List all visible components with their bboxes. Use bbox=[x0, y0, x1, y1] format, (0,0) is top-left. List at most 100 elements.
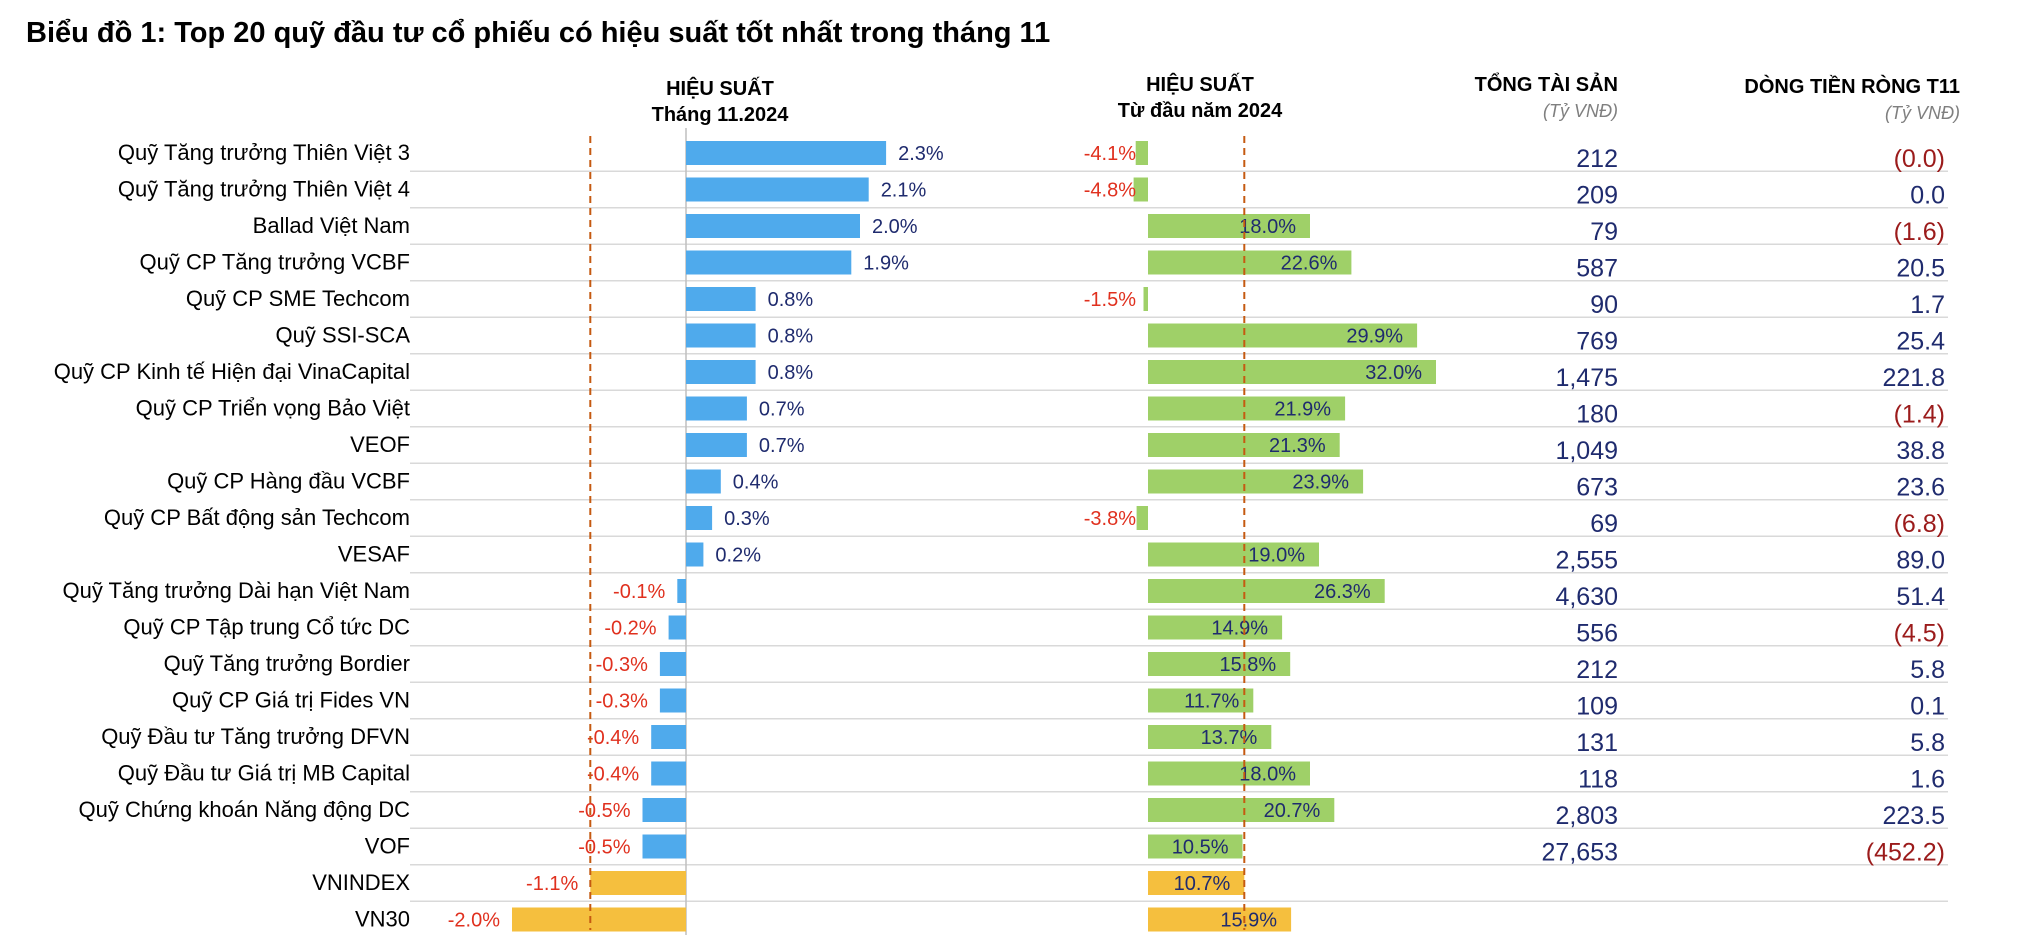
header-perf-ytd-line2: Từ đầu năm 2024 bbox=[1117, 100, 1283, 122]
category-label: Quỹ Đầu tư Giá trị MB Capital bbox=[118, 761, 410, 786]
ytd-bar bbox=[1148, 250, 1352, 275]
month-bar bbox=[686, 396, 747, 421]
month-data-label: -0.5% bbox=[578, 800, 630, 822]
total-assets-value: 131 bbox=[1576, 729, 1618, 757]
month-data-label: 1.9% bbox=[863, 253, 909, 275]
category-label: Quỹ CP Kinh tế Hiện đại VinaCapital bbox=[54, 359, 410, 384]
total-assets-value: 2,803 bbox=[1555, 802, 1618, 830]
category-label: Quỹ Tăng trưởng Thiên Việt 3 bbox=[118, 140, 410, 165]
net-flow-value: (452.2) bbox=[1866, 839, 1945, 867]
ytd-data-label: 32.0% bbox=[1365, 362, 1422, 384]
ytd-data-label: -4.1% bbox=[1084, 143, 1136, 165]
ytd-bar bbox=[1148, 323, 1418, 348]
category-label: VOF bbox=[365, 834, 410, 859]
month-data-label: -0.3% bbox=[596, 654, 648, 676]
total-assets-value: 79 bbox=[1590, 218, 1618, 246]
ytd-bar bbox=[1148, 396, 1346, 421]
month-bar bbox=[651, 725, 686, 749]
header-perf-ytd-line1: HIỆU SUẤT bbox=[1146, 74, 1254, 96]
ytd-bar bbox=[1135, 141, 1148, 165]
header-net-flow: DÒNG TIỀN RÒNG T11 (Tỷ VNĐ) bbox=[1640, 74, 1960, 126]
category-label: VESAF bbox=[338, 542, 410, 567]
net-flow-value: (1.4) bbox=[1894, 401, 1945, 429]
total-assets-value: 27,653 bbox=[1542, 839, 1618, 867]
ytd-data-label: 29.9% bbox=[1346, 326, 1403, 348]
chart-title: Biểu đồ 1: Top 20 quỹ đầu tư cổ phiếu có… bbox=[26, 17, 1051, 49]
month-bar bbox=[686, 469, 721, 494]
ytd-data-label: 10.7% bbox=[1174, 873, 1231, 895]
category-label: Quỹ Tăng trưởng Bordier bbox=[164, 651, 410, 676]
net-flow-value: 0.0 bbox=[1910, 182, 1945, 210]
ytd-data-label: 23.9% bbox=[1292, 472, 1349, 494]
month-bar bbox=[686, 250, 852, 275]
month-bar bbox=[642, 798, 686, 822]
ytd-data-label: 15.8% bbox=[1219, 654, 1276, 676]
net-flow-value: 5.8 bbox=[1910, 729, 1945, 757]
total-assets-value: 1,475 bbox=[1555, 364, 1618, 392]
header-total-assets: TỔNG TÀI SẢN (Tỷ VNĐ) bbox=[1400, 72, 1618, 124]
month-data-label: 0.7% bbox=[759, 435, 805, 457]
header-total-assets-line1: TỔNG TÀI SẢN bbox=[1474, 74, 1618, 96]
net-flow-value: 1.7 bbox=[1910, 291, 1945, 319]
ytd-bar bbox=[1136, 506, 1148, 530]
month-data-label: 2.3% bbox=[898, 143, 944, 165]
ytd-data-label: 15.9% bbox=[1220, 910, 1277, 932]
ytd-data-label: -3.8% bbox=[1084, 508, 1136, 530]
header-perf-month-line2: Tháng 11.2024 bbox=[651, 104, 789, 126]
ytd-bar bbox=[1148, 542, 1319, 567]
ytd-bar bbox=[1148, 652, 1291, 676]
net-flow-value: 20.5 bbox=[1896, 255, 1945, 283]
ytd-bar bbox=[1148, 469, 1364, 494]
month-bar bbox=[686, 287, 756, 311]
ytd-bar bbox=[1148, 798, 1335, 822]
ytd-data-label: 26.3% bbox=[1314, 581, 1371, 603]
month-bar bbox=[590, 871, 686, 895]
ytd-bar bbox=[1148, 761, 1310, 786]
month-bar bbox=[668, 615, 686, 640]
month-bar bbox=[659, 688, 686, 713]
month-bar bbox=[651, 761, 686, 786]
category-label: Quỹ Đầu tư Tăng trưởng DFVN bbox=[101, 724, 410, 749]
net-flow-value: 5.8 bbox=[1910, 656, 1945, 684]
header-perf-ytd: HIỆU SUẤT Từ đầu năm 2024 bbox=[1080, 72, 1320, 124]
total-assets-value: 4,630 bbox=[1555, 583, 1618, 611]
net-flow-value: 23.6 bbox=[1896, 474, 1945, 502]
month-data-label: -0.2% bbox=[604, 618, 656, 640]
ytd-data-label: 13.7% bbox=[1201, 727, 1258, 749]
month-bar bbox=[659, 652, 686, 676]
ytd-bar bbox=[1148, 907, 1292, 932]
month-data-label: 0.8% bbox=[768, 289, 814, 311]
month-bar bbox=[686, 542, 704, 567]
total-assets-value: 180 bbox=[1576, 401, 1618, 429]
ytd-bar bbox=[1143, 287, 1148, 311]
net-flow-value: 1.6 bbox=[1910, 766, 1945, 794]
month-data-label: 0.7% bbox=[759, 399, 805, 421]
month-bar bbox=[686, 177, 869, 202]
category-label: Quỹ Tăng trưởng Dài hạn Việt Nam bbox=[62, 578, 410, 603]
net-flow-value: (4.5) bbox=[1894, 620, 1945, 648]
total-assets-value: 212 bbox=[1576, 145, 1618, 173]
header-perf-month: HIỆU SUẤT Tháng 11.2024 bbox=[620, 76, 820, 128]
month-bar bbox=[686, 141, 887, 165]
category-label: Quỹ CP Triển vọng Bảo Việt bbox=[136, 396, 410, 421]
net-flow-value: (0.0) bbox=[1894, 145, 1945, 173]
net-flow-value: 38.8 bbox=[1896, 437, 1945, 465]
header-perf-month-line1: HIỆU SUẤT bbox=[666, 78, 774, 100]
total-assets-value: 673 bbox=[1576, 474, 1618, 502]
net-flow-value: 0.1 bbox=[1910, 693, 1945, 721]
ytd-bar bbox=[1133, 177, 1148, 202]
category-label: Quỹ Tăng trưởng Thiên Việt 4 bbox=[118, 177, 410, 202]
month-data-label: 2.1% bbox=[881, 180, 927, 202]
month-bar bbox=[677, 579, 686, 603]
total-assets-value: 212 bbox=[1576, 656, 1618, 684]
month-data-label: -0.3% bbox=[596, 691, 648, 713]
ytd-data-label: 11.7% bbox=[1184, 691, 1239, 713]
ytd-data-label: -4.8% bbox=[1084, 180, 1136, 202]
ytd-bar bbox=[1148, 360, 1436, 384]
month-bar bbox=[686, 214, 860, 238]
total-assets-value: 90 bbox=[1590, 291, 1618, 319]
ytd-data-label: 14.9% bbox=[1211, 618, 1268, 640]
total-assets-value: 209 bbox=[1576, 182, 1618, 210]
header-net-flow-unit: (Tỷ VNĐ) bbox=[1885, 103, 1960, 123]
